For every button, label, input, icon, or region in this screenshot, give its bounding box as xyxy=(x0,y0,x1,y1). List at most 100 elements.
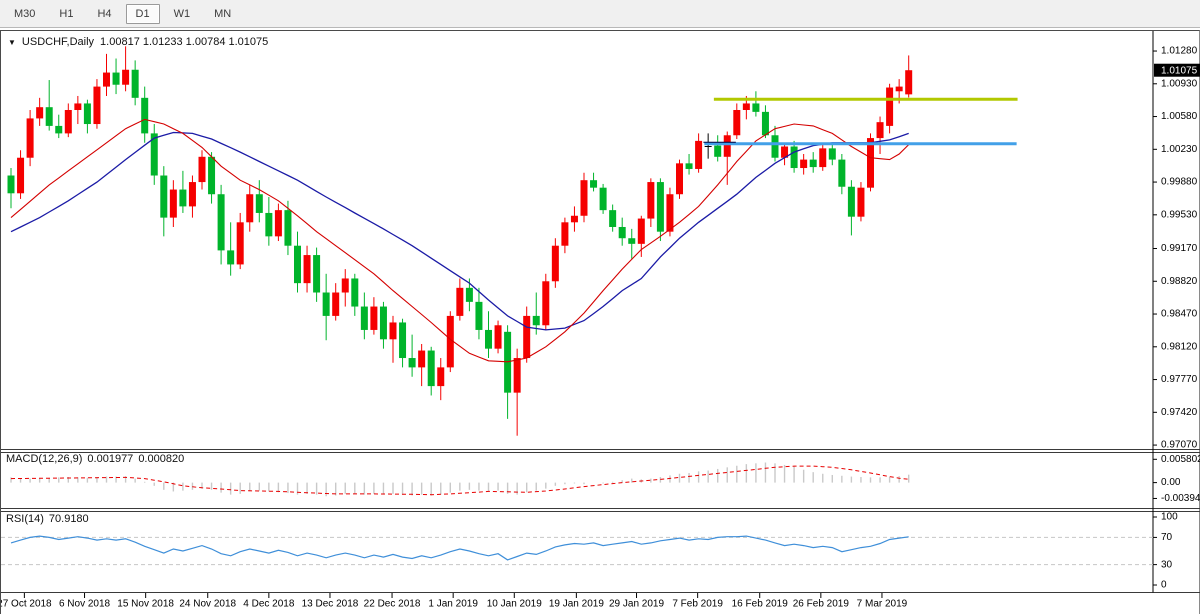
candle-body xyxy=(427,350,435,387)
candle-body xyxy=(188,182,196,207)
date-axis-label: 10 Jan 2019 xyxy=(487,599,542,610)
price-axis-label: 0.97770 xyxy=(1161,374,1198,385)
macd-axis-label: 0.005802 xyxy=(1161,454,1200,465)
candle-body xyxy=(828,148,836,160)
candle-body xyxy=(217,194,225,251)
date-axis-label: 29 Jan 2019 xyxy=(609,599,664,610)
candle-body xyxy=(695,140,703,169)
candle-body xyxy=(580,180,588,216)
candle-body xyxy=(465,287,473,302)
current-price-label: 1.01075 xyxy=(1161,65,1198,76)
macd-signal-value: 0.000820 xyxy=(138,453,185,465)
candle-body xyxy=(17,157,25,194)
timeframe-button-h4[interactable]: H4 xyxy=(97,7,112,20)
candle-body xyxy=(790,146,798,169)
price-axis-label: 0.99170 xyxy=(1161,243,1198,254)
ohlc-values: 1.00817 1.01233 1.00784 1.01075 xyxy=(100,36,269,48)
candle-body xyxy=(274,210,282,237)
price-axis-label: 0.98470 xyxy=(1161,309,1198,320)
candle-body xyxy=(494,325,502,349)
timeframe-button-m30[interactable]: M30 xyxy=(14,7,36,20)
candle-body xyxy=(236,222,244,265)
candle-body xyxy=(45,107,53,126)
candle-body xyxy=(656,182,664,232)
date-axis-label: 7 Feb 2019 xyxy=(672,599,723,610)
date-axis-label: 15 Nov 2018 xyxy=(117,599,174,610)
candle-body xyxy=(475,301,483,330)
candle-body xyxy=(322,292,330,316)
candle-body xyxy=(781,146,789,158)
candle-body xyxy=(723,135,731,157)
date-axis-label: 6 Nov 2018 xyxy=(59,599,111,610)
candle-body xyxy=(303,255,311,284)
candle-body xyxy=(332,292,340,316)
timeframe-button-mn[interactable]: MN xyxy=(214,7,232,20)
date-axis-label: 1 Jan 2019 xyxy=(428,599,478,610)
price-axis-label: 1.00230 xyxy=(1161,144,1198,155)
candle-body xyxy=(55,125,63,134)
candle-body xyxy=(294,245,301,284)
date-axis-label: 7 Mar 2019 xyxy=(857,599,908,610)
timeframe-button-w1[interactable]: W1 xyxy=(173,7,191,20)
candle-body xyxy=(169,189,177,218)
candle-body xyxy=(93,86,101,125)
candle-body xyxy=(733,109,741,136)
candle-body xyxy=(523,315,531,359)
candle-body xyxy=(179,189,187,207)
candle-body xyxy=(408,358,416,368)
candle-body xyxy=(399,322,407,359)
candle-body xyxy=(876,122,884,139)
candle-body xyxy=(122,69,130,85)
panel-splitter-rsi[interactable] xyxy=(1,505,1200,511)
candle-body xyxy=(838,159,846,187)
candle-body xyxy=(208,156,216,195)
price-axis-label: 1.00580 xyxy=(1161,111,1198,122)
rsi-axis-label: 100 xyxy=(1161,512,1178,523)
rsi-indicator-label: RSI(14) 70.9180 xyxy=(6,513,89,525)
chart-canvas[interactable]: 1.01280 1.00930 1.00580 1.00230 0.99880 0.995… xyxy=(1,31,1200,614)
candle-body xyxy=(360,306,368,330)
candle-body xyxy=(103,72,110,87)
candle-body xyxy=(131,69,139,98)
date-axis-label: 4 Dec 2018 xyxy=(243,599,295,610)
candle-body xyxy=(647,182,655,219)
panel-splitter-macd[interactable] xyxy=(1,446,1200,452)
candle-body xyxy=(895,86,903,92)
candle-body xyxy=(551,245,559,282)
candle-body xyxy=(666,194,674,232)
candle-body xyxy=(809,159,817,168)
candle-body xyxy=(513,358,521,393)
rsi-axis-label: 0 xyxy=(1161,580,1167,591)
candle-body xyxy=(714,145,722,157)
price-axis-label: 0.97420 xyxy=(1161,407,1198,418)
date-axis-label: 19 Jan 2019 xyxy=(549,599,604,610)
candle-body xyxy=(637,218,645,244)
macd-axis-label: 0.00 xyxy=(1161,477,1181,488)
candle-body xyxy=(867,138,874,188)
candle-body xyxy=(685,163,693,169)
candle-body xyxy=(64,109,72,134)
price-axis-label: 1.00930 xyxy=(1161,78,1198,89)
candle-body xyxy=(150,133,158,176)
candle-body xyxy=(819,148,827,168)
candle-body xyxy=(74,103,82,110)
macd-value: 0.001977 xyxy=(87,453,134,465)
timeframe-button-h1[interactable]: H1 xyxy=(59,7,74,20)
candle-body xyxy=(761,111,769,136)
candle-body xyxy=(83,103,91,125)
candle-body xyxy=(599,187,607,211)
candle-body xyxy=(886,87,894,126)
date-axis-label: 13 Dec 2018 xyxy=(302,599,359,610)
chevron-down-icon[interactable]: ▼ xyxy=(8,37,16,47)
price-axis-label: 0.99530 xyxy=(1161,209,1198,220)
candle-body xyxy=(198,156,206,183)
candle-body xyxy=(341,278,349,293)
candle-body xyxy=(141,97,149,134)
timeframe-button-d1[interactable]: D1 xyxy=(125,3,160,24)
candle-body xyxy=(857,187,865,217)
rsi-line xyxy=(10,535,909,561)
candle-body xyxy=(542,281,550,326)
date-axis-label: 24 Nov 2018 xyxy=(179,599,236,610)
candle-body xyxy=(389,322,397,340)
candle-body xyxy=(456,287,464,316)
